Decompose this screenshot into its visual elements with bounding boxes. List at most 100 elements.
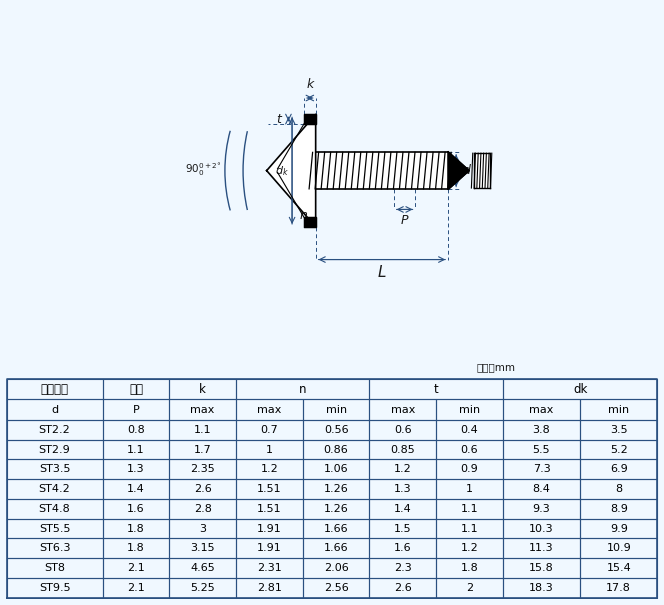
Text: 1.66: 1.66 bbox=[324, 523, 349, 534]
Text: 0.8: 0.8 bbox=[127, 425, 145, 435]
Text: 1.1: 1.1 bbox=[461, 523, 478, 534]
Text: 1: 1 bbox=[266, 445, 273, 454]
Text: 2.6: 2.6 bbox=[394, 583, 412, 593]
Text: 2.81: 2.81 bbox=[257, 583, 282, 593]
Text: 8.9: 8.9 bbox=[610, 504, 627, 514]
Text: 3.15: 3.15 bbox=[191, 543, 215, 554]
Text: 0.7: 0.7 bbox=[260, 425, 278, 435]
Text: max: max bbox=[529, 405, 554, 414]
Text: 15.4: 15.4 bbox=[606, 563, 631, 573]
Text: n: n bbox=[299, 382, 307, 396]
Text: 单位：mm: 单位：mm bbox=[477, 362, 516, 372]
Text: 0.6: 0.6 bbox=[461, 445, 478, 454]
Text: t: t bbox=[434, 382, 438, 396]
Text: 1.06: 1.06 bbox=[324, 464, 349, 474]
Text: P: P bbox=[133, 405, 139, 414]
Text: ST4.2: ST4.2 bbox=[39, 484, 70, 494]
Polygon shape bbox=[448, 152, 469, 189]
Text: max: max bbox=[390, 405, 415, 414]
Text: 1.2: 1.2 bbox=[394, 464, 412, 474]
Text: 6.9: 6.9 bbox=[610, 464, 627, 474]
Text: ST8: ST8 bbox=[44, 563, 65, 573]
Text: 17.8: 17.8 bbox=[606, 583, 631, 593]
Text: 5.2: 5.2 bbox=[610, 445, 627, 454]
Text: 0.9: 0.9 bbox=[461, 464, 478, 474]
Polygon shape bbox=[473, 153, 490, 188]
Text: 0.4: 0.4 bbox=[461, 425, 478, 435]
Text: 2.35: 2.35 bbox=[191, 464, 215, 474]
Text: t: t bbox=[276, 113, 281, 126]
Text: 1.51: 1.51 bbox=[257, 484, 282, 494]
Text: 公称直径: 公称直径 bbox=[41, 382, 68, 396]
Text: 2: 2 bbox=[466, 583, 473, 593]
Text: d: d bbox=[51, 405, 58, 414]
Text: 1.4: 1.4 bbox=[127, 484, 145, 494]
Text: k: k bbox=[306, 79, 313, 91]
Text: 3.8: 3.8 bbox=[533, 425, 550, 435]
Text: 2.31: 2.31 bbox=[257, 563, 282, 573]
Text: 1: 1 bbox=[466, 484, 473, 494]
Text: 9.9: 9.9 bbox=[610, 523, 627, 534]
Text: d: d bbox=[463, 164, 471, 177]
Text: ST6.3: ST6.3 bbox=[39, 543, 70, 554]
Text: ST5.5: ST5.5 bbox=[39, 523, 70, 534]
Polygon shape bbox=[315, 152, 448, 189]
Text: 11.3: 11.3 bbox=[529, 543, 554, 554]
Polygon shape bbox=[267, 114, 315, 227]
Text: 0.56: 0.56 bbox=[324, 425, 349, 435]
Text: 1.8: 1.8 bbox=[127, 543, 145, 554]
Text: 1.51: 1.51 bbox=[257, 504, 282, 514]
Text: n: n bbox=[299, 209, 307, 221]
Text: 7.3: 7.3 bbox=[533, 464, 550, 474]
Polygon shape bbox=[304, 114, 315, 124]
Text: ST2.9: ST2.9 bbox=[39, 445, 70, 454]
Text: k: k bbox=[199, 382, 206, 396]
Text: 2.3: 2.3 bbox=[394, 563, 412, 573]
Text: 10.9: 10.9 bbox=[606, 543, 631, 554]
Text: 3: 3 bbox=[199, 523, 206, 534]
Text: 1.91: 1.91 bbox=[257, 543, 282, 554]
Text: min: min bbox=[608, 405, 629, 414]
Text: 1.1: 1.1 bbox=[127, 445, 145, 454]
Text: 5.25: 5.25 bbox=[191, 583, 215, 593]
Text: 1.2: 1.2 bbox=[461, 543, 478, 554]
Text: 2.56: 2.56 bbox=[323, 583, 349, 593]
Text: 1.66: 1.66 bbox=[324, 543, 349, 554]
Text: 1.3: 1.3 bbox=[127, 464, 145, 474]
Text: 1.8: 1.8 bbox=[461, 563, 478, 573]
Text: dk: dk bbox=[573, 382, 587, 396]
Text: 1.91: 1.91 bbox=[257, 523, 282, 534]
Text: max: max bbox=[191, 405, 215, 414]
Text: 1.1: 1.1 bbox=[461, 504, 478, 514]
Text: 1.6: 1.6 bbox=[127, 504, 145, 514]
Text: min: min bbox=[325, 405, 347, 414]
Text: 1.7: 1.7 bbox=[194, 445, 212, 454]
Text: 9.3: 9.3 bbox=[533, 504, 550, 514]
Text: ST9.5: ST9.5 bbox=[39, 583, 70, 593]
Text: 2.1: 2.1 bbox=[127, 583, 145, 593]
Text: 18.3: 18.3 bbox=[529, 583, 554, 593]
Text: 8: 8 bbox=[615, 484, 622, 494]
Text: 1.3: 1.3 bbox=[394, 484, 412, 494]
Text: 0.86: 0.86 bbox=[323, 445, 349, 454]
Text: 1.1: 1.1 bbox=[194, 425, 211, 435]
Text: 10.3: 10.3 bbox=[529, 523, 554, 534]
Text: $90^{0+2°}_{0}$: $90^{0+2°}_{0}$ bbox=[185, 162, 221, 179]
Text: 5.5: 5.5 bbox=[533, 445, 550, 454]
Text: 1.4: 1.4 bbox=[394, 504, 412, 514]
Text: 3.5: 3.5 bbox=[610, 425, 627, 435]
Text: max: max bbox=[257, 405, 282, 414]
Text: 15.8: 15.8 bbox=[529, 563, 554, 573]
Text: 2.8: 2.8 bbox=[194, 504, 212, 514]
Text: ST2.2: ST2.2 bbox=[39, 425, 70, 435]
Text: L: L bbox=[378, 265, 386, 280]
Text: 1.26: 1.26 bbox=[323, 504, 349, 514]
Text: 2.06: 2.06 bbox=[323, 563, 349, 573]
Text: 1.8: 1.8 bbox=[127, 523, 145, 534]
Polygon shape bbox=[304, 217, 315, 227]
Text: 1.6: 1.6 bbox=[394, 543, 412, 554]
Text: 1.5: 1.5 bbox=[394, 523, 412, 534]
Text: ST4.8: ST4.8 bbox=[39, 504, 70, 514]
Text: 螺距: 螺距 bbox=[129, 382, 143, 396]
Text: 1.26: 1.26 bbox=[323, 484, 349, 494]
